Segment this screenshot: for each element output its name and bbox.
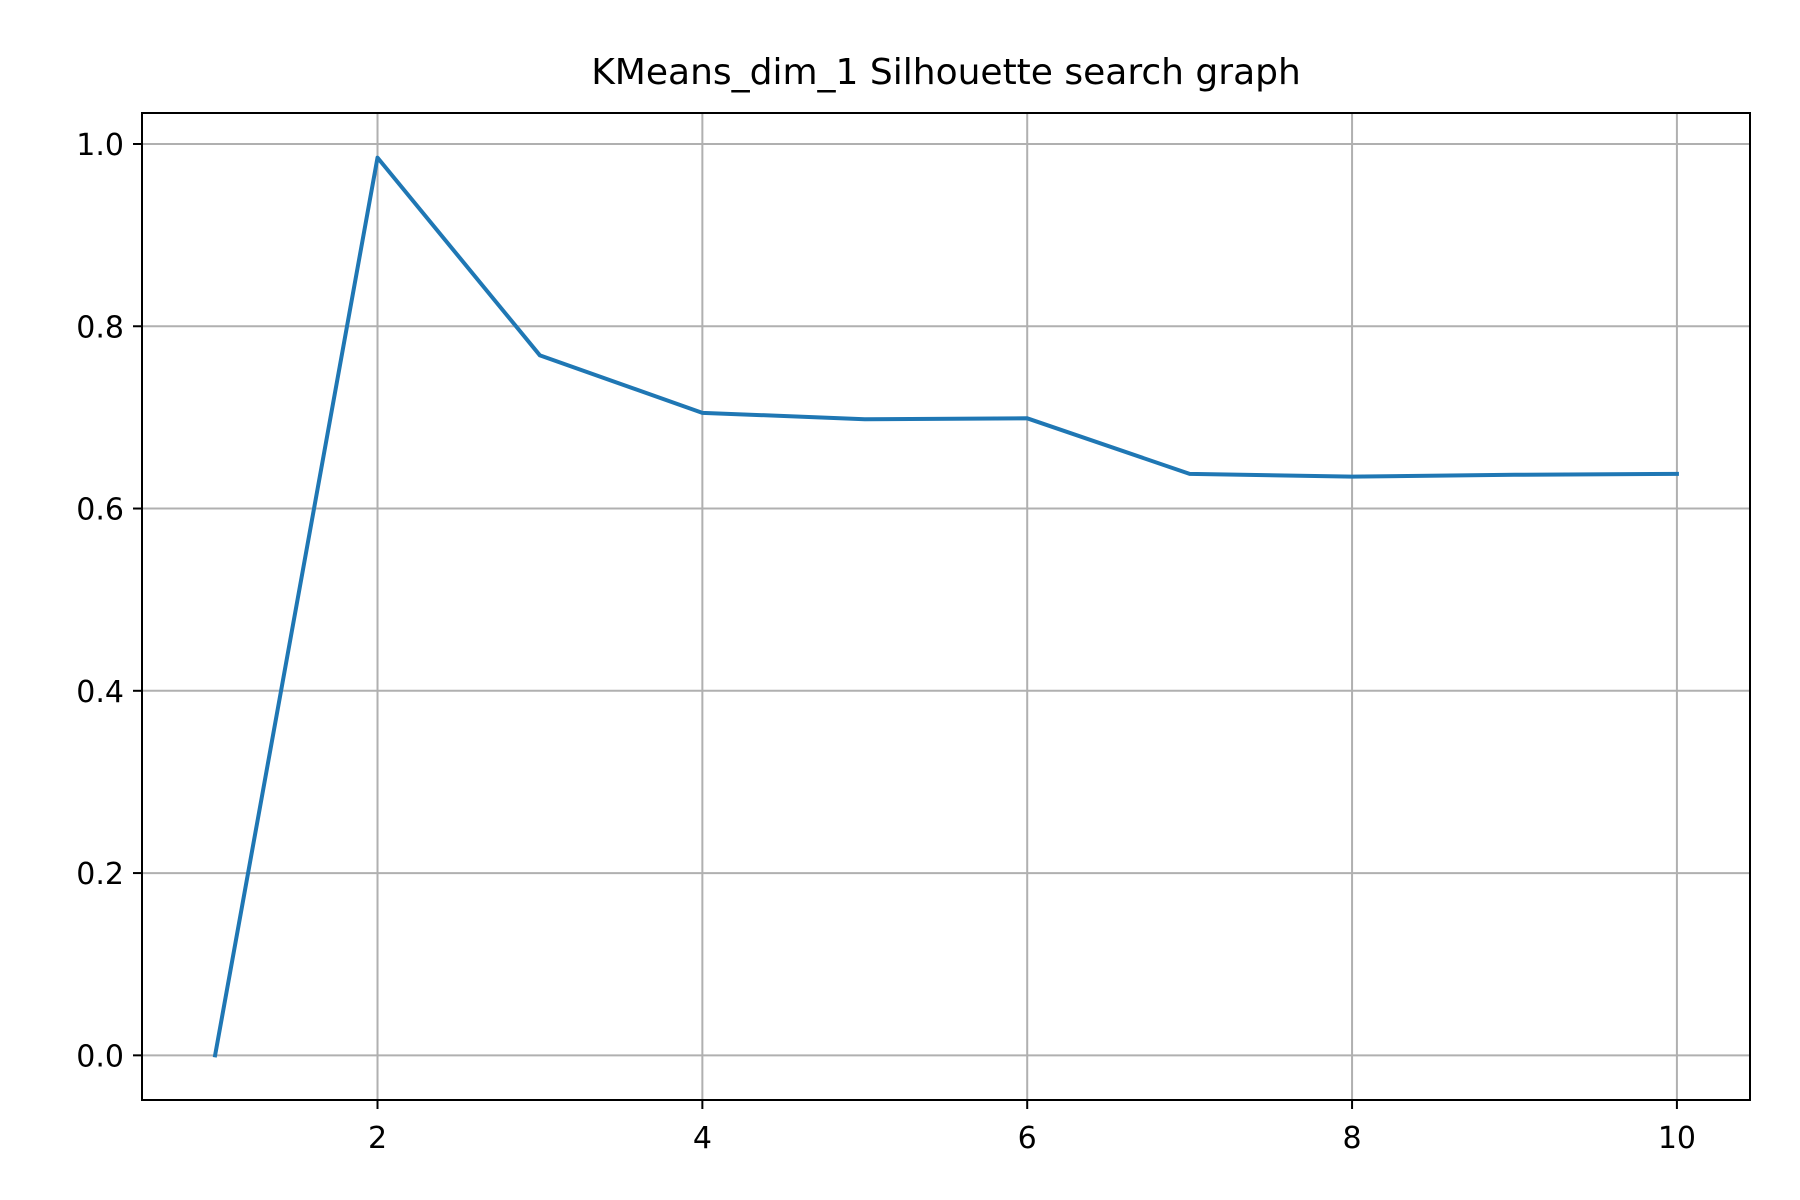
- x-tick-label: 10: [1658, 1121, 1696, 1156]
- series-layer: [212, 155, 1679, 1058]
- axis-ticks: 2 4 6 8 10 0.0 0.2 0.4 0.6 0.8 1.0: [76, 128, 1696, 1156]
- x-tick-label: 2: [368, 1121, 387, 1156]
- x-tick-label: 4: [693, 1121, 712, 1156]
- chart-title: KMeans_dim_1 Silhouette search graph: [591, 52, 1301, 93]
- x-tick-label: 8: [1343, 1121, 1362, 1156]
- y-tick-label: 0.6: [76, 493, 124, 528]
- axes-frame: [141, 112, 1751, 1101]
- grid-lines: [142, 113, 1750, 1100]
- x-tick-label: 6: [1018, 1121, 1037, 1156]
- y-tick-label: 0.8: [76, 310, 124, 345]
- y-tick-label: 0.2: [76, 857, 124, 892]
- y-tick-label: 0.4: [76, 675, 124, 710]
- series-line-0: [212, 155, 1679, 1058]
- y-tick-label: 0.0: [76, 1039, 124, 1074]
- y-tick-label: 1.0: [76, 128, 124, 163]
